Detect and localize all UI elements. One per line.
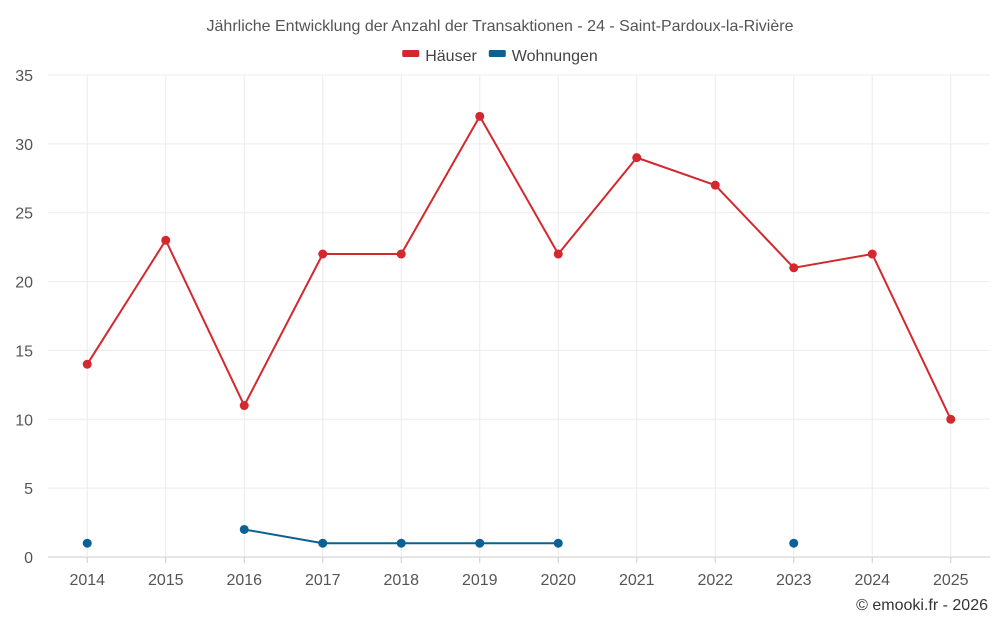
data-point[interactable] (789, 538, 799, 548)
credit-text: © emooki.fr - 2026 (856, 597, 988, 614)
x-tick-label: 2014 (69, 572, 105, 589)
series-1 (82, 524, 799, 548)
data-point[interactable] (553, 249, 563, 259)
data-point[interactable] (82, 359, 92, 369)
data-point[interactable] (632, 153, 642, 163)
data-point[interactable] (396, 249, 406, 259)
legend-item-1[interactable]: Wohnungen (488, 48, 598, 65)
legend-label: Wohnungen (512, 48, 598, 65)
data-point[interactable] (789, 263, 799, 273)
grid (48, 74, 990, 558)
data-point[interactable] (867, 249, 877, 259)
series-0 (82, 111, 956, 424)
y-tick-label: 30 (15, 137, 33, 154)
x-tick-label: 2024 (854, 572, 890, 589)
chart-title: Jährliche Entwicklung der Anzahl der Tra… (207, 18, 794, 35)
y-tick-label: 0 (24, 550, 33, 567)
data-point[interactable] (318, 538, 328, 548)
data-point[interactable] (475, 111, 485, 121)
data-point[interactable] (946, 414, 956, 424)
y-tick-label: 20 (15, 275, 33, 292)
legend-swatch (402, 50, 420, 57)
x-tick-label: 2023 (776, 572, 812, 589)
x-tick-label: 2020 (540, 572, 576, 589)
x-axis: 2014 2015 2016 2017 2018 2019 2020 2021 2022 2023… (69, 557, 969, 589)
x-tick-label: 2019 (462, 572, 498, 589)
data-point[interactable] (239, 524, 249, 534)
data-point[interactable] (396, 538, 406, 548)
data-point[interactable] (239, 401, 249, 411)
legend[interactable]: Häuser Wohnungen (402, 48, 598, 65)
x-tick-label: 2018 (383, 572, 419, 589)
data-point[interactable] (475, 538, 485, 548)
x-tick-label: 2021 (619, 572, 655, 589)
y-tick-label: 15 (15, 343, 33, 360)
y-tick-label: 5 (24, 481, 33, 498)
legend-label: Häuser (425, 48, 477, 65)
x-tick-label: 2025 (933, 572, 969, 589)
data-point[interactable] (161, 235, 171, 245)
legend-swatch (488, 50, 506, 57)
series-line (86, 115, 952, 420)
data-point[interactable] (318, 249, 328, 259)
y-tick-label: 25 (15, 206, 33, 223)
x-tick-label: 2017 (305, 572, 341, 589)
y-tick-label: 10 (15, 412, 33, 429)
legend-item-0[interactable]: Häuser (402, 48, 477, 65)
data-point[interactable] (553, 538, 563, 548)
x-tick-label: 2015 (148, 572, 184, 589)
y-tick-label: 35 (15, 68, 33, 85)
data-point[interactable] (82, 538, 92, 548)
x-tick-label: 2016 (226, 572, 262, 589)
data-point[interactable] (710, 180, 720, 190)
series-layer (82, 111, 956, 548)
x-tick-label: 2022 (697, 572, 733, 589)
y-axis: 0 5 10 15 20 25 30 35 (15, 68, 33, 567)
